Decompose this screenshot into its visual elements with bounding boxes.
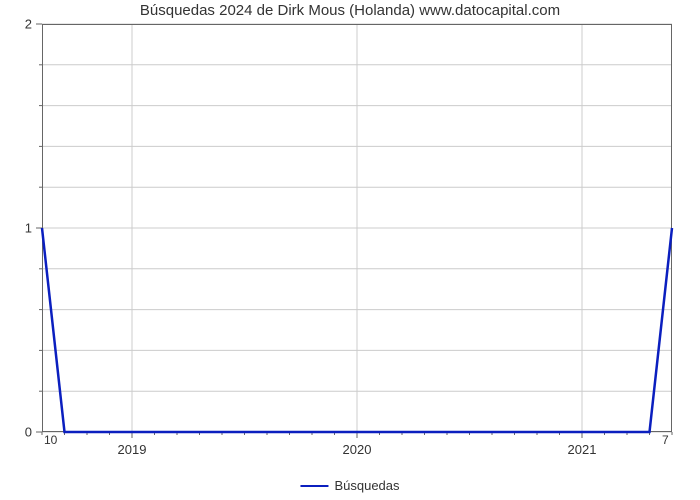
left-endpoint-label: 10: [44, 433, 57, 447]
x-tick-label: 2019: [118, 442, 147, 457]
right-endpoint-label: 7: [662, 433, 669, 447]
y-tick-label: 2: [25, 17, 32, 32]
chart-title: Búsquedas 2024 de Dirk Mous (Holanda) ww…: [0, 2, 700, 19]
chart-container: { "chart": { "type": "line", "title": "B…: [0, 0, 700, 500]
y-tick-label: 0: [25, 425, 32, 440]
y-tick-label: 1: [25, 221, 32, 236]
legend-label: Búsquedas: [334, 478, 399, 493]
legend-swatch: [300, 485, 328, 487]
plot-area: [42, 24, 672, 432]
x-tick-label: 2020: [343, 442, 372, 457]
legend: Búsquedas: [300, 478, 399, 493]
x-tick-label: 2021: [568, 442, 597, 457]
